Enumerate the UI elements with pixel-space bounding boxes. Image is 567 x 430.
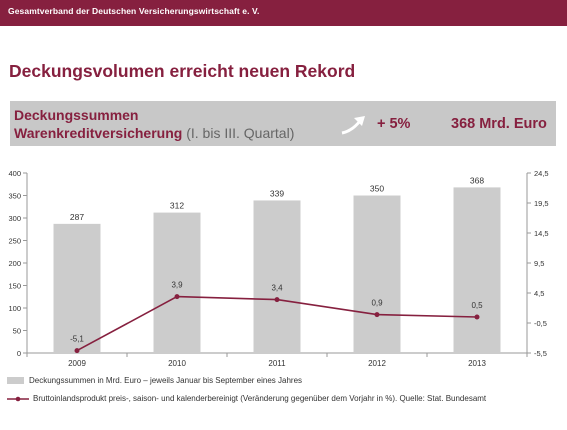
y-left-tick-label: 50 <box>13 327 21 336</box>
legend-line: Bruttoinlandsprodukt preis-, saison- und… <box>7 394 486 403</box>
x-tick-label: 2009 <box>68 359 86 368</box>
legend-bar: Deckungssummen in Mrd. Euro – jeweils Ja… <box>7 376 302 385</box>
bar <box>353 195 401 353</box>
y-right-tick-label: -0,5 <box>534 319 547 328</box>
banner-title: Deckungssummen <box>14 107 139 123</box>
y-right-tick-label: 19,5 <box>534 199 549 208</box>
bar-label: 287 <box>70 212 84 222</box>
y-right-tick-label: 24,5 <box>534 169 549 178</box>
legend-line-swatch <box>7 396 29 402</box>
y-right-tick-label: 4,5 <box>534 289 544 298</box>
bar-label-bg <box>165 199 189 211</box>
y-left-tick-label: 150 <box>8 282 21 291</box>
bar-label: 350 <box>370 184 384 194</box>
y-left-tick-label: 0 <box>17 349 21 358</box>
bar-label-bg <box>265 187 289 199</box>
line-point <box>374 312 380 318</box>
line-label: 3,9 <box>171 281 183 290</box>
bar-label: 312 <box>170 201 184 211</box>
line-label: 0,5 <box>471 301 483 310</box>
total-value: 368 Mrd. Euro <box>451 116 547 132</box>
y-left-tick-label: 300 <box>8 214 21 223</box>
line-point <box>174 294 180 300</box>
org-name: Gesamtverband der Deutschen Versicherung… <box>8 6 260 16</box>
line-label: 0,9 <box>371 299 383 308</box>
y-left-tick-label: 100 <box>8 304 21 313</box>
bar-label: 368 <box>470 175 484 185</box>
x-tick-label: 2013 <box>468 359 486 368</box>
legend-bar-swatch <box>7 377 24 385</box>
summary-banner: Deckungssummen Warenkreditversicherung (… <box>10 101 556 146</box>
line-label: 3,4 <box>271 284 283 293</box>
bar-label-bg <box>365 182 389 194</box>
legend-bar-label: Deckungssummen in Mrd. Euro – jeweils Ja… <box>29 376 303 385</box>
bar <box>253 200 301 353</box>
y-left-tick-label: 250 <box>8 237 21 246</box>
x-tick-label: 2012 <box>368 359 386 368</box>
y-left-tick-label: 200 <box>8 259 21 268</box>
bar <box>453 187 501 353</box>
line-point <box>474 314 480 320</box>
legend-line-label: Bruttoinlandsprodukt preis-, saison- und… <box>33 394 487 403</box>
banner-subtitle: Warenkreditversicherung (I. bis III. Qua… <box>14 125 294 141</box>
line-label: -5,1 <box>70 335 84 344</box>
bar-label: 339 <box>270 188 284 198</box>
y-right-tick-label: 9,5 <box>534 259 544 268</box>
banner-subtitle-period: (I. bis III. Quartal) <box>182 125 295 141</box>
y-right-tick-label: 14,5 <box>534 229 549 238</box>
coverage-chart: 0 50 100 150 200 250 300 350 400 -5,5 -0,5 4,5 9,5 14… <box>8 169 549 368</box>
line-point <box>274 297 280 303</box>
banner-subtitle-main: Warenkreditversicherung <box>14 125 183 141</box>
bar-label-bg <box>465 174 489 186</box>
page-title: Deckungsvolumen erreicht neuen Rekord <box>9 61 356 81</box>
y-right-tick-label: -5,5 <box>534 349 547 358</box>
y-left-tick-label: 400 <box>8 169 21 178</box>
x-tick-label: 2011 <box>268 359 286 368</box>
x-tick-label: 2010 <box>168 359 186 368</box>
y-left-tick-label: 350 <box>8 192 21 201</box>
line-point <box>74 348 80 354</box>
bar-label-bg <box>65 210 89 222</box>
trend-up-arrow-icon <box>341 116 365 135</box>
bar <box>153 212 201 353</box>
header-bar: Gesamtverband der Deutschen Versicherung… <box>0 0 567 26</box>
bar <box>53 223 101 353</box>
growth-value: + 5% <box>377 116 411 132</box>
